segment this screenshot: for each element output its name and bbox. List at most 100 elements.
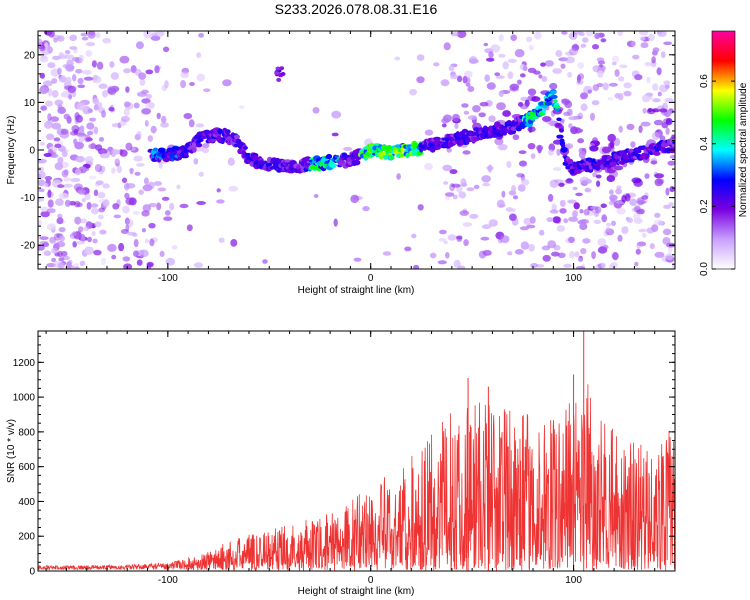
- noise-cell: [161, 84, 167, 91]
- noise-cell: [161, 115, 167, 124]
- noise-cell: [581, 263, 586, 269]
- noise-cell: [662, 228, 672, 236]
- noise-cell: [61, 255, 71, 261]
- noise-cell: [79, 125, 85, 133]
- noise-cell: [94, 221, 102, 228]
- noise-cell: [78, 101, 86, 107]
- noise-cell: [642, 107, 647, 114]
- noise-cell: [438, 238, 446, 242]
- snr-line: [38, 384, 675, 571]
- noise-cell: [188, 119, 195, 128]
- noise-cell: [472, 105, 481, 113]
- noise-cell: [551, 251, 560, 257]
- noise-cell: [567, 71, 573, 78]
- noise-cell: [544, 60, 554, 67]
- noise-cell: [657, 91, 662, 97]
- noise-cell: [521, 179, 530, 186]
- noise-cell: [47, 31, 55, 38]
- noise-cell: [102, 199, 110, 207]
- noise-cell: [542, 116, 552, 122]
- noise-cell: [488, 219, 498, 227]
- noise-cell: [119, 55, 130, 64]
- noise-cell: [63, 183, 73, 188]
- noise-cell: [591, 251, 596, 260]
- noise-cell: [577, 220, 583, 225]
- noise-cell: [165, 257, 175, 266]
- noise-cell: [133, 250, 139, 257]
- ridge-cell: [233, 134, 240, 140]
- noise-cell: [443, 181, 449, 185]
- noise-cell: [456, 31, 467, 39]
- noise-cell: [577, 257, 584, 262]
- noise-cell: [202, 143, 210, 149]
- noise-cell: [66, 116, 72, 124]
- noise-cell: [111, 123, 121, 128]
- noise-cell: [481, 224, 492, 230]
- noise-cell: [60, 128, 69, 135]
- noise-cell: [541, 245, 551, 251]
- noise-cell: [153, 181, 162, 186]
- ridge-cell: [388, 154, 395, 161]
- noise-cell: [424, 129, 434, 136]
- noise-cell: [498, 53, 506, 58]
- noise-cell: [84, 156, 94, 164]
- noise-cell: [626, 123, 635, 131]
- noise-cell: [452, 194, 458, 200]
- noise-cell: [461, 182, 468, 187]
- noise-cell: [495, 75, 505, 79]
- noise-cell: [111, 149, 121, 155]
- noise-cell: [64, 54, 74, 60]
- noise-cell: [568, 236, 575, 243]
- noise-cell: [99, 153, 110, 159]
- noise-cell: [57, 184, 65, 189]
- noise-cell: [84, 193, 91, 201]
- noise-cell: [498, 90, 504, 97]
- noise-cell: [69, 34, 78, 41]
- noise-cell: [109, 61, 115, 68]
- noise-cell: [95, 180, 104, 186]
- noise-cell: [638, 125, 643, 133]
- noise-cell: [601, 262, 606, 269]
- noise-cell: [102, 183, 110, 189]
- noise-cell: [72, 74, 77, 82]
- noise-cell: [517, 102, 524, 107]
- noise-cell: [38, 171, 46, 179]
- noise-cell: [649, 243, 655, 250]
- noise-cell: [608, 82, 619, 87]
- noise-cell: [128, 197, 137, 206]
- noise-cell: [95, 144, 103, 151]
- noise-cell: [121, 177, 128, 184]
- noise-cell: [216, 188, 221, 193]
- noise-cell: [659, 84, 669, 93]
- noise-cell: [450, 74, 458, 80]
- ridge-cell: [552, 104, 561, 109]
- x-tick-label: 100: [565, 273, 582, 284]
- y-tick-label: -10: [21, 193, 36, 204]
- noise-cell: [479, 101, 489, 107]
- noise-cell: [38, 245, 45, 251]
- noise-cell: [519, 73, 526, 78]
- colorbar-ticks: 0.0 0.2 0.4 0.6: [699, 74, 735, 276]
- noise-cell: [123, 108, 130, 116]
- noise-cell: [46, 208, 56, 214]
- noise-cell: [156, 202, 162, 211]
- noise-cell: [40, 210, 50, 218]
- noise-cell: [92, 97, 100, 105]
- ridge-cell: [644, 154, 650, 159]
- ridge-cell: [567, 158, 574, 165]
- noise-cell: [595, 206, 602, 214]
- noise-cell: [444, 195, 450, 201]
- snr-y-label: SNR (10 * v/v): [6, 419, 17, 483]
- noise-cell: [578, 150, 586, 159]
- noise-cell: [125, 183, 136, 189]
- ridge-cell: [606, 155, 612, 159]
- noise-cell: [122, 205, 130, 214]
- noise-cell: [589, 145, 599, 152]
- noise-cell: [576, 79, 584, 86]
- noise-cell: [572, 186, 578, 191]
- noise-cell: [39, 236, 49, 241]
- noise-cell: [75, 155, 85, 163]
- noise-cell: [559, 199, 566, 207]
- ridge-cell: [609, 161, 617, 167]
